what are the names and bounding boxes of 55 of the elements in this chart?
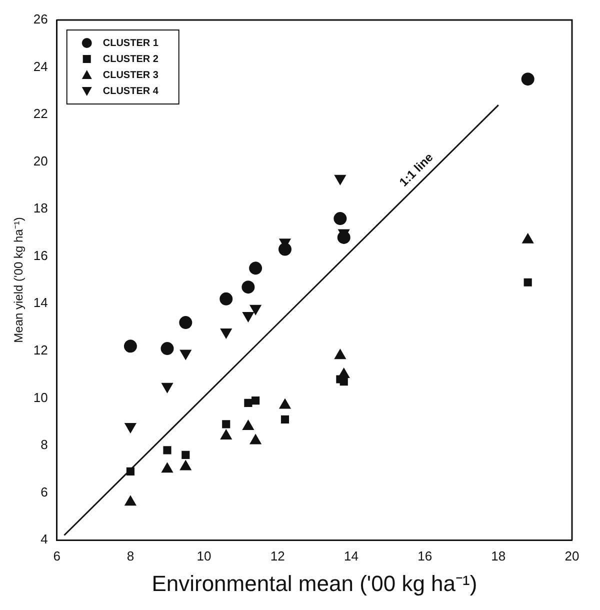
y-tick-label: 10 (33, 390, 48, 405)
y-tick-label: 6 (40, 484, 48, 500)
legend-label: CLUSTER 1 (102, 38, 159, 49)
x-tick-label: 20 (564, 548, 580, 564)
point (521, 72, 534, 86)
y-tick-label: 14 (33, 295, 48, 310)
point (338, 368, 350, 378)
point (242, 280, 255, 294)
y-tick-label: 22 (33, 106, 48, 122)
point (334, 212, 347, 226)
point (340, 378, 348, 386)
point (182, 450, 190, 459)
legend-label: CLUSTER 4 (102, 86, 159, 97)
x-tick-label: 14 (344, 548, 358, 564)
legend-label: CLUSTER 3 (102, 70, 159, 81)
point (524, 278, 532, 286)
x-tick-label: 6 (53, 548, 60, 564)
y-tick-label: 26 (33, 12, 48, 27)
annotation: 1:1 line (396, 150, 436, 190)
point (162, 462, 173, 473)
point (220, 292, 233, 306)
point (279, 398, 291, 409)
y-tick-label: 4 (40, 532, 48, 547)
y-tick-label: 20 (33, 153, 48, 168)
point (250, 434, 262, 444)
point (160, 342, 174, 356)
y-tick-label: 12 (33, 342, 48, 358)
point (124, 496, 136, 506)
point (179, 316, 192, 330)
point (252, 396, 260, 405)
y-tick-label: 16 (33, 248, 48, 263)
point (222, 420, 230, 428)
point (249, 262, 262, 275)
point (220, 430, 232, 440)
point (124, 340, 137, 353)
point (244, 398, 252, 407)
y-tick-label: 8 (40, 437, 48, 452)
point (334, 174, 346, 185)
legend-label: CLUSTER 2 (102, 54, 159, 65)
x-tick-label: 12 (270, 548, 285, 564)
y-tick-label: 18 (33, 200, 48, 216)
x-tick-label: 8 (126, 548, 134, 564)
x-tick-label: 18 (491, 548, 506, 564)
y-tick-label: 24 (33, 58, 48, 74)
point (163, 446, 172, 454)
y-axis-title: Mean yield ('00 kg ha⁻¹) (12, 217, 26, 343)
x-axis-title: Environmental mean ('00 kg ha⁻¹) (152, 570, 478, 596)
point (242, 312, 254, 322)
point (180, 460, 192, 470)
x-tick-label: 16 (418, 548, 432, 564)
point (250, 304, 262, 315)
x-tick-label: 10 (196, 548, 212, 564)
point (334, 349, 346, 360)
point (242, 420, 254, 430)
point (280, 415, 290, 424)
